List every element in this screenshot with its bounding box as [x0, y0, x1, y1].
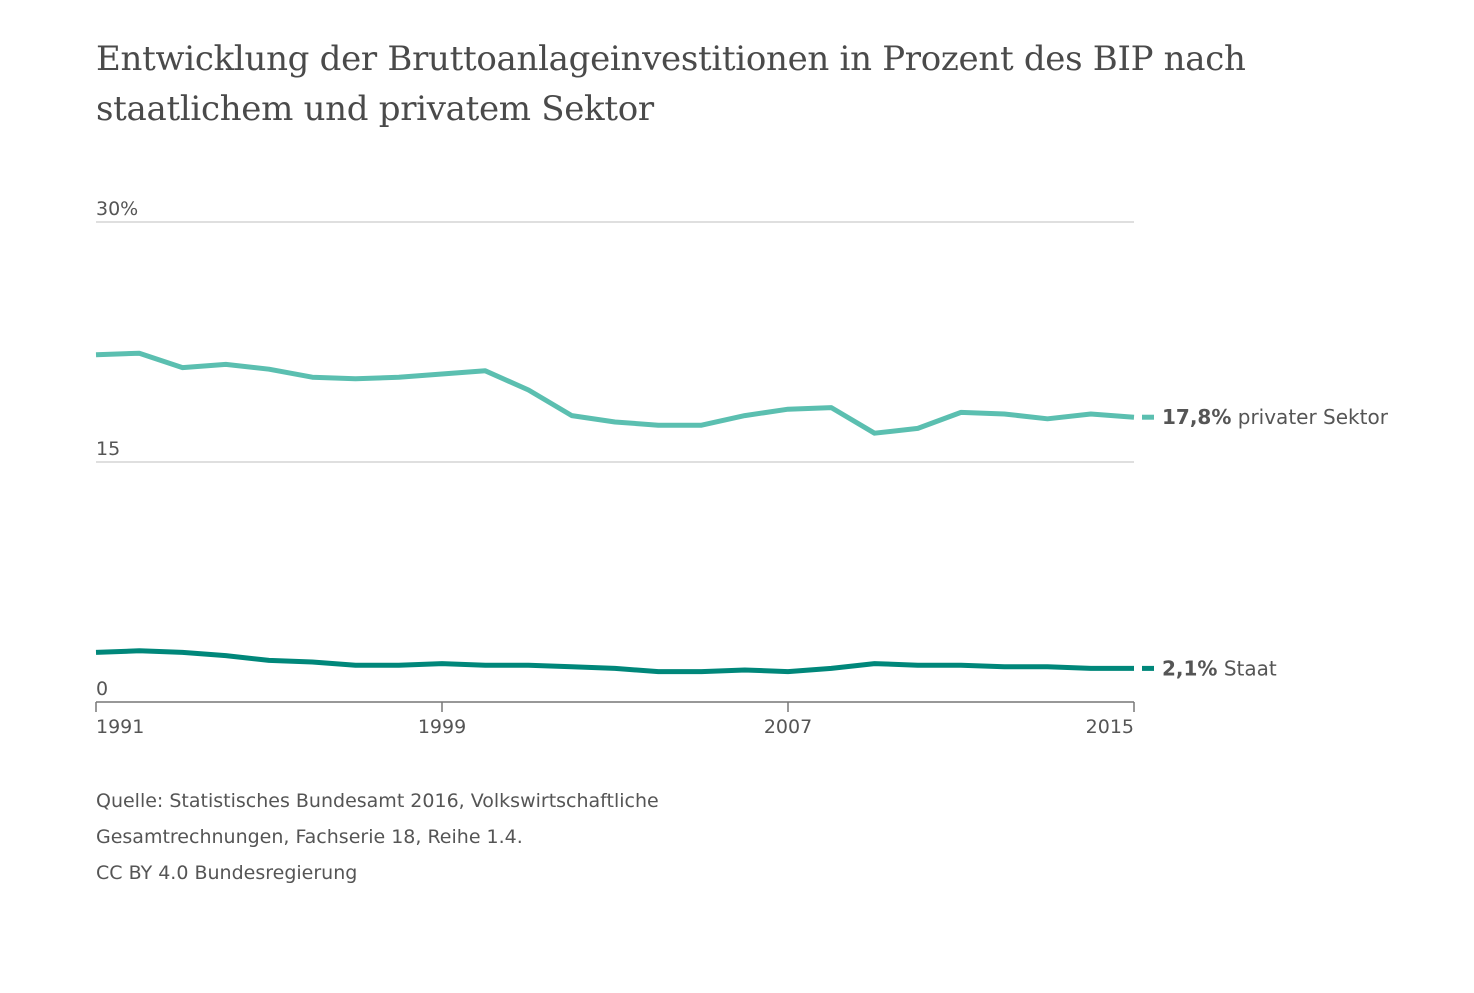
- series-lines: [95, 350, 1135, 675]
- source-line-2: Gesamtrechnungen, Fachserie 18, Reihe 1.…: [96, 826, 523, 848]
- y-tick-label: 15: [96, 438, 120, 460]
- x-tick-label: 2015: [1086, 716, 1134, 738]
- source-line-1: Quelle: Statistisches Bundesamt 2016, Vo…: [96, 790, 659, 812]
- y-tick-label: 30%: [96, 198, 138, 220]
- labels: 30% 15 0 17,8% privater Sektor 2,1% Staat: [96, 198, 1389, 700]
- series-name: Staat: [1217, 656, 1276, 680]
- series-line-privater-sektor: [95, 350, 1135, 436]
- series-end-value: 17,8%: [1162, 405, 1231, 429]
- series-end-value: 2,1%: [1162, 656, 1217, 680]
- chart-title: Entwicklung der Bruttoanlageinvestitione…: [96, 39, 1246, 129]
- x-tick-label: 1999: [418, 716, 466, 738]
- gridlines: [96, 221, 1134, 463]
- source-note: Quelle: Statistisches Bundesamt 2016, Vo…: [96, 783, 659, 891]
- series-end-label: 17,8% privater Sektor: [1162, 405, 1389, 429]
- x-tick-label: 1991: [96, 716, 144, 738]
- series-name: privater Sektor: [1231, 405, 1388, 429]
- y-tick-label: 0: [96, 678, 108, 700]
- series-end-label: 2,1% Staat: [1162, 656, 1277, 680]
- x-tick-label: 2007: [764, 716, 812, 738]
- source-line-3: CC BY 4.0 Bundesregierung: [96, 862, 358, 884]
- series-line-staat: [95, 648, 1134, 675]
- x-axis: 1991 1999 2007 2015: [95, 701, 1135, 738]
